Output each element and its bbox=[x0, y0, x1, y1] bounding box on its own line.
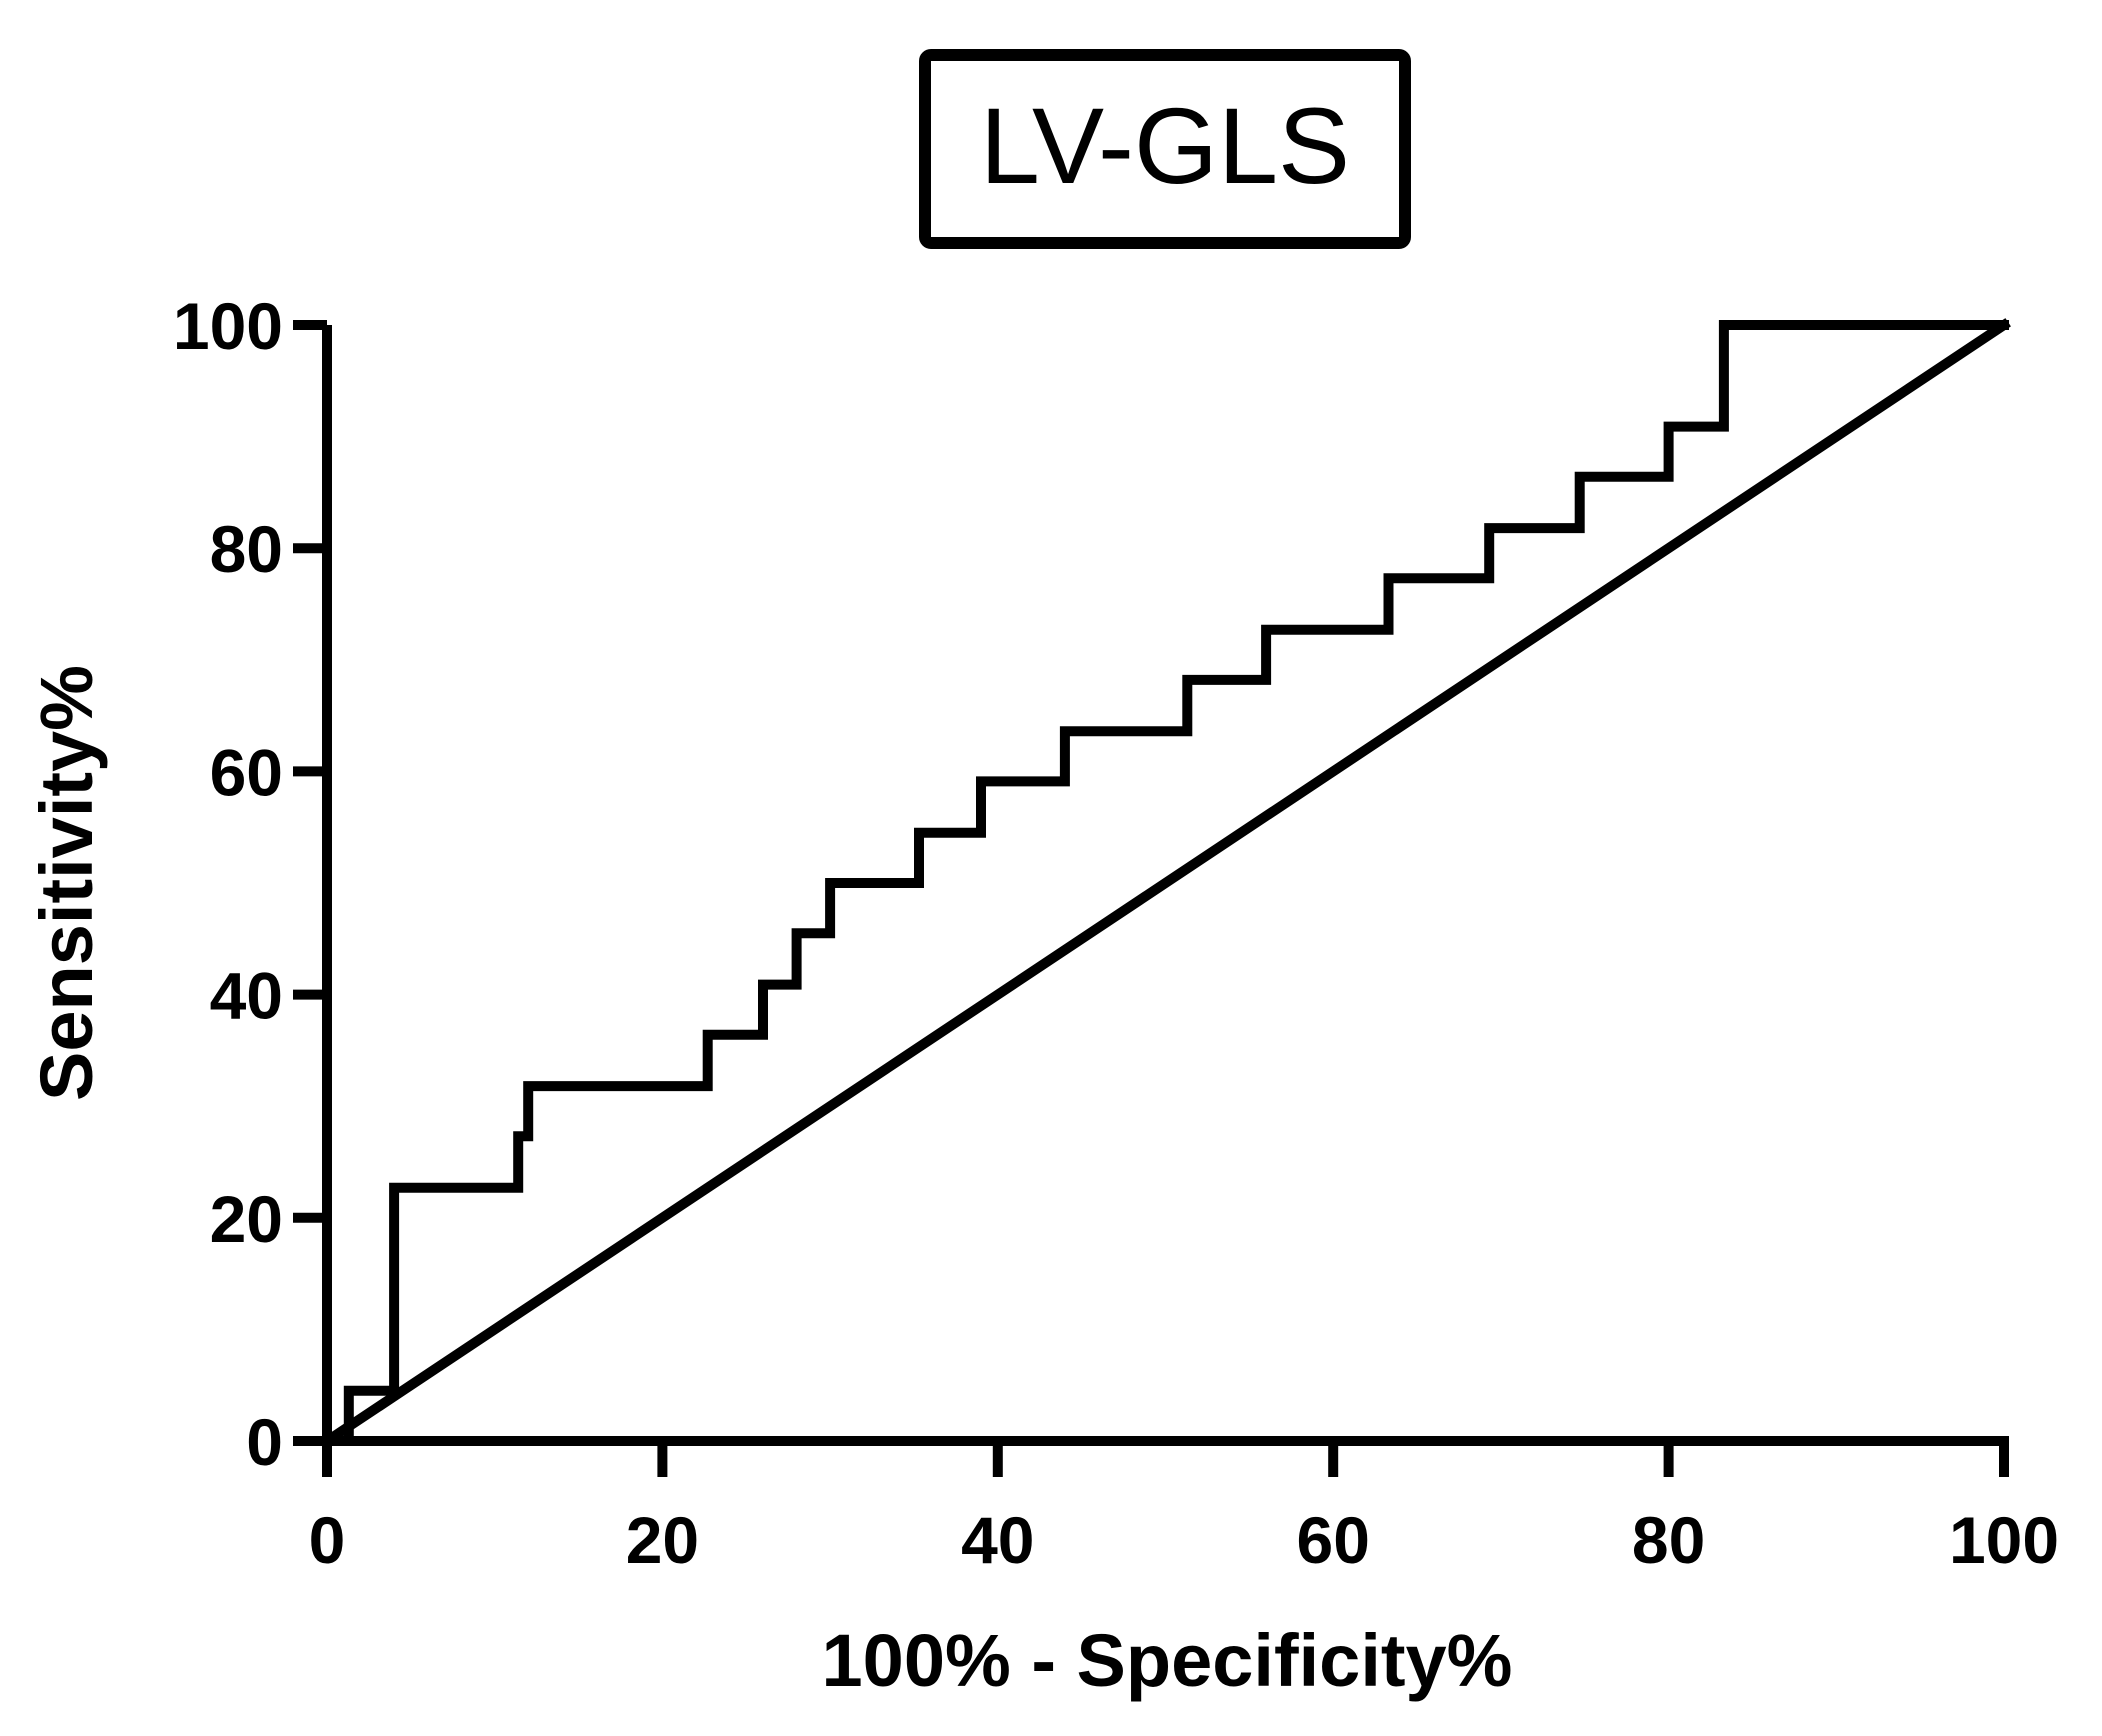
y-tick-label: 100 bbox=[173, 289, 283, 363]
y-tick-label: 40 bbox=[210, 959, 283, 1033]
y-ticks: 0 20 40 60 80 100 bbox=[173, 289, 327, 1479]
x-tick-label: 20 bbox=[626, 1503, 699, 1577]
title-box bbox=[919, 49, 1411, 249]
x-tick-label: 40 bbox=[961, 1503, 1034, 1577]
reference-diagonal-line bbox=[320, 318, 2011, 1448]
x-tick-label: 60 bbox=[1296, 1503, 1369, 1577]
y-tick-label: 60 bbox=[210, 735, 283, 809]
y-axis-title: Sensitivity% bbox=[25, 665, 108, 1101]
chart-title: LV-GLS bbox=[980, 85, 1350, 206]
y-tick-label: 20 bbox=[210, 1182, 283, 1256]
y-tick-label: 0 bbox=[246, 1405, 283, 1479]
x-tick-label: 100 bbox=[1949, 1503, 2059, 1577]
x-tick-label: 80 bbox=[1632, 1503, 1705, 1577]
y-tick-label: 80 bbox=[210, 512, 283, 586]
x-ticks: 0 20 40 60 80 100 bbox=[309, 1441, 2059, 1577]
x-axis-title: 100% - Specificity% bbox=[822, 1619, 1513, 1702]
x-tick-label: 0 bbox=[309, 1503, 346, 1577]
roc-curve-line bbox=[322, 320, 2009, 1446]
